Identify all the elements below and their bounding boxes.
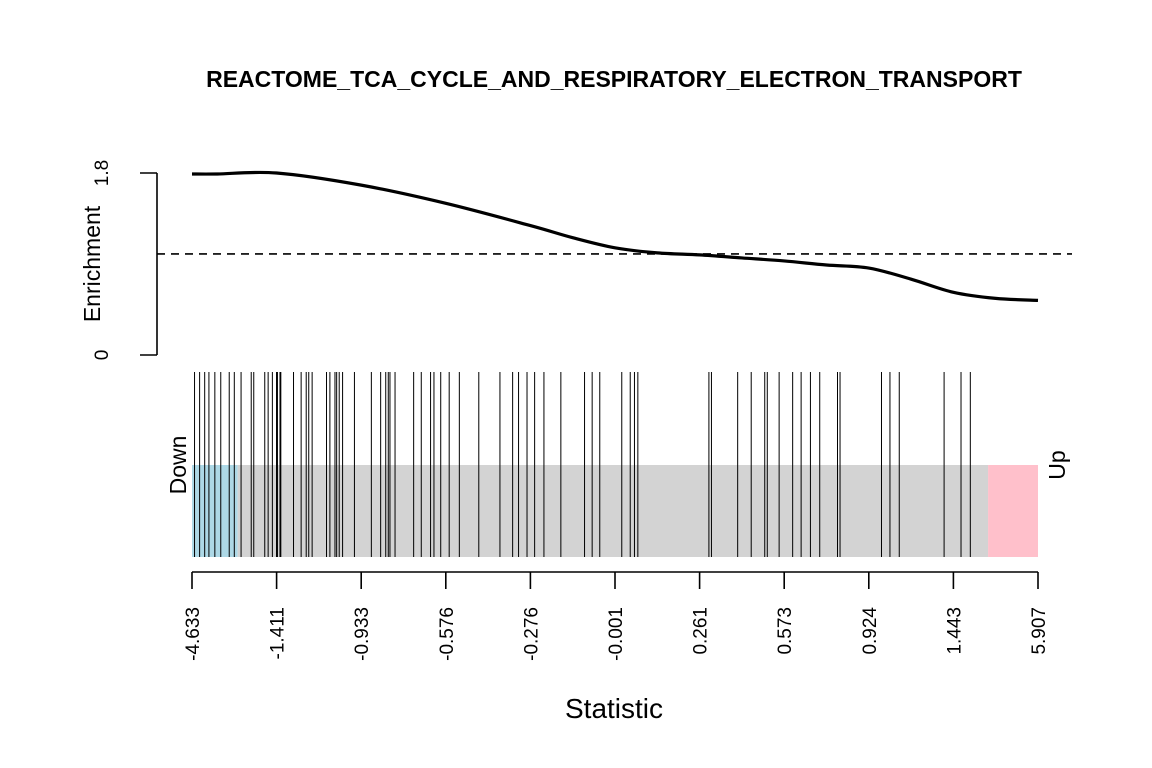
x-tick-label: -4.633 (183, 607, 204, 661)
rank-region (988, 465, 1038, 557)
y-tick-label: 0 (92, 350, 113, 361)
y-axis: 01.8 (92, 160, 158, 361)
x-tick-label: 1.443 (944, 607, 965, 655)
x-tick-label: 0.924 (860, 607, 881, 655)
x-tick-label: -1.411 (268, 607, 289, 659)
x-axis-title: Statistic (565, 693, 663, 724)
x-axis: -4.633 -1.411 -0.933 -0.576 -0.276 -0.001 0.26… (183, 571, 1050, 661)
x-tick-label: 5.907 (1029, 607, 1050, 655)
gene-position-lines (194, 372, 971, 557)
x-tick-label: 0.261 (691, 607, 712, 655)
x-tick-label: -0.933 (352, 607, 373, 661)
y-axis-title: Enrichment (79, 205, 105, 322)
y-tick-label: 1.8 (92, 160, 113, 186)
x-tick-label: 0.573 (775, 607, 796, 655)
x-tick-label: -0.576 (437, 607, 458, 661)
chart-title: REACTOME_TCA_CYCLE_AND_RESPIRATORY_ELECT… (206, 66, 1022, 92)
x-tick-label: -0.001 (606, 607, 627, 661)
barcode-panel: Down Up (165, 372, 1070, 557)
enrichment-curve (191, 170, 1039, 302)
enrichment-panel: 01.8 Enrichment (79, 160, 1072, 361)
x-tick-label: -0.276 (521, 607, 542, 661)
down-label: Down (165, 436, 191, 495)
rank-region (237, 465, 989, 557)
up-label: Up (1044, 450, 1070, 479)
rank-regions (192, 465, 1038, 557)
